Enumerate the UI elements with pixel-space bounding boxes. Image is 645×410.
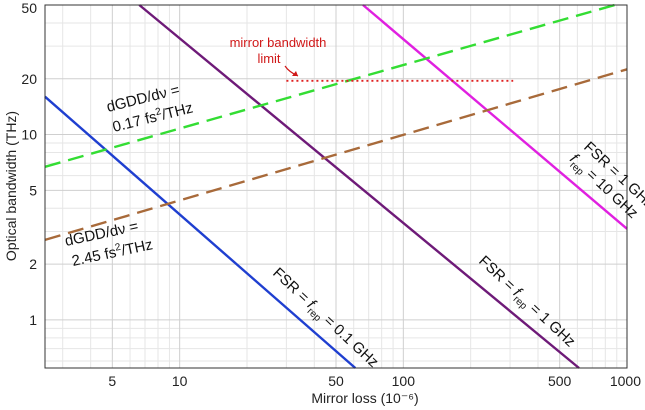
x-tick-label: 1000 bbox=[610, 373, 641, 389]
x-tick-label: 500 bbox=[548, 373, 572, 389]
y-tick-labels: 1 2 5 10 20 50 bbox=[21, 0, 37, 328]
y-tick-label: 20 bbox=[21, 71, 37, 87]
y-tick-label: 2 bbox=[29, 256, 37, 272]
x-tick-label: 5 bbox=[108, 373, 116, 389]
x-tick-label: 50 bbox=[328, 373, 344, 389]
gdd-245-sup: 2 bbox=[114, 242, 122, 254]
mirror-limit-arrowhead bbox=[292, 71, 298, 76]
x-axis-title: Mirror loss (10⁻⁶) bbox=[311, 390, 418, 406]
annotation-mirror-limit-line2: limit bbox=[257, 51, 280, 66]
plot-frame bbox=[44, 4, 628, 369]
series-line-1 bbox=[44, 95, 357, 369]
x-tick-label: 10 bbox=[172, 373, 188, 389]
x-tick-label: 100 bbox=[392, 373, 416, 389]
series-line-3 bbox=[362, 4, 628, 230]
y-tick-label: 50 bbox=[21, 0, 37, 16]
series-layer bbox=[44, 3, 628, 369]
series-line-2 bbox=[138, 4, 580, 369]
y-axis-title: Optical bandwidth (THz) bbox=[3, 111, 19, 261]
series-line-5 bbox=[44, 68, 628, 242]
y-tick-label: 10 bbox=[21, 127, 37, 143]
gdd-245-unit: /THz bbox=[120, 236, 155, 259]
x-tick-labels: 5 10 50 100 500 1000 bbox=[108, 373, 641, 389]
series-line-4 bbox=[44, 3, 615, 168]
y-tick-label: 1 bbox=[29, 312, 37, 328]
annotation-mirror-limit-line1: mirror bandwidth bbox=[230, 35, 327, 50]
y-tick-label: 5 bbox=[29, 182, 37, 198]
gdd-017-sup: 2 bbox=[154, 106, 162, 118]
